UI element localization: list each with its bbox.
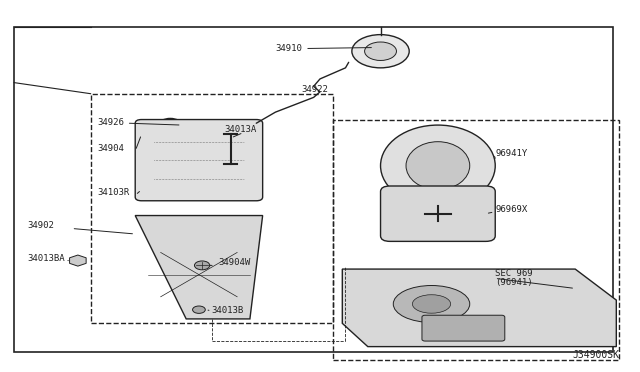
FancyBboxPatch shape: [422, 315, 505, 341]
Text: 34103R: 34103R: [97, 188, 129, 197]
Text: 34904: 34904: [97, 144, 124, 153]
Text: 34910: 34910: [275, 44, 371, 53]
Text: 34904W: 34904W: [218, 259, 250, 267]
Text: 34013B: 34013B: [212, 307, 244, 315]
Text: 34926: 34926: [97, 118, 179, 127]
Text: (96941): (96941): [495, 278, 533, 287]
Bar: [14, 27, 613, 352]
Bar: [91, 94, 333, 323]
Text: 34902: 34902: [27, 221, 54, 231]
Polygon shape: [135, 215, 262, 319]
Circle shape: [165, 122, 175, 128]
Circle shape: [365, 42, 396, 61]
Text: 34013A: 34013A: [225, 125, 257, 134]
Ellipse shape: [394, 285, 470, 323]
Ellipse shape: [381, 125, 495, 206]
Ellipse shape: [406, 142, 470, 190]
Circle shape: [193, 306, 205, 313]
Ellipse shape: [412, 295, 451, 313]
Text: 96941Y: 96941Y: [495, 150, 527, 158]
Circle shape: [195, 261, 210, 270]
FancyBboxPatch shape: [135, 119, 262, 201]
Text: 96969X: 96969X: [495, 205, 527, 214]
Polygon shape: [342, 269, 616, 347]
Text: 34922: 34922: [301, 85, 328, 94]
Text: SEC 969: SEC 969: [495, 269, 533, 279]
Circle shape: [159, 118, 182, 132]
FancyBboxPatch shape: [381, 186, 495, 241]
Circle shape: [352, 35, 409, 68]
Bar: [333, 119, 620, 359]
Text: 34013BA: 34013BA: [27, 254, 65, 263]
Text: J34900SK: J34900SK: [573, 350, 620, 359]
